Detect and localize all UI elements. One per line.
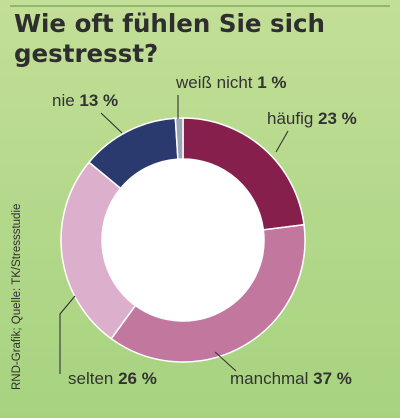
- data-label-manchmal: 37 %: [313, 369, 352, 388]
- label-selten: selten 26 %: [68, 369, 157, 388]
- category-name-haeufig: häufig: [267, 109, 318, 128]
- leader-line-manchmal: [214, 351, 237, 372]
- data-label-selten: 26 %: [118, 369, 157, 388]
- category-name-nie: nie: [52, 91, 79, 110]
- data-label-haeufig: 23 %: [318, 109, 357, 128]
- data-label-weiss-nicht: 1 %: [257, 73, 286, 92]
- label-haeufig: häufig 23 %: [267, 109, 357, 128]
- leader-line-haeufig: [275, 130, 289, 153]
- slice-manchmal: [110, 223, 306, 363]
- label-weiss-nicht: weiß nicht 1 %: [175, 73, 287, 92]
- label-nie: nie 13 %: [52, 91, 118, 110]
- label-manchmal: manchmal 37 %: [230, 369, 352, 388]
- donut-hole: [102, 159, 264, 321]
- category-name-weiss-nicht: weiß nicht: [175, 73, 257, 92]
- leader-line-nie: [100, 112, 123, 134]
- top-rule: [10, 5, 390, 7]
- category-name-selten: selten: [68, 369, 118, 388]
- chart-title: Wie oft fühlen Sie sich gestresst?: [14, 9, 325, 68]
- category-name-manchmal: manchmal: [230, 369, 313, 388]
- leader-line-selten: [59, 295, 76, 374]
- data-label-nie: 13 %: [79, 91, 118, 110]
